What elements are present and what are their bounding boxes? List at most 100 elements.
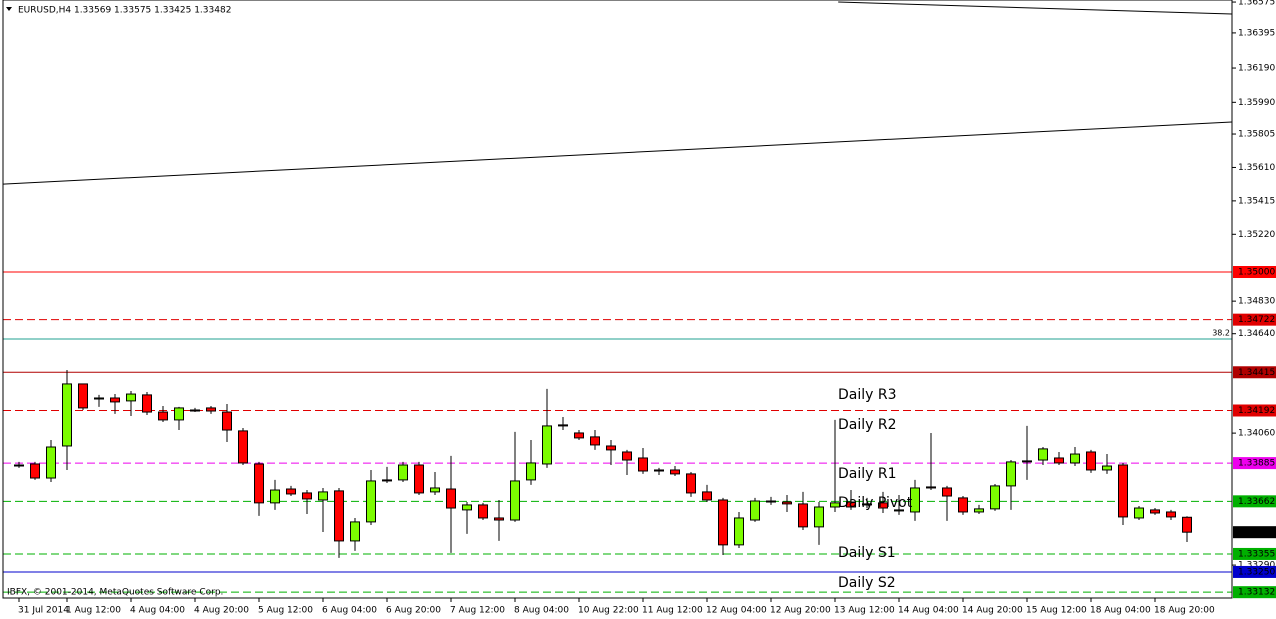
candle-body [990,485,1000,510]
levels [2,1,1232,593]
y-tick-label: 1.34640 [1238,329,1275,339]
candle-body [190,409,200,412]
candle-body [750,500,760,521]
candle-body [110,397,120,403]
x-tick-label: 18 Aug 20:00 [1154,606,1215,616]
y-tick-label: 1.36575 [1238,0,1275,8]
y-tick-label: 1.34830 [1238,297,1275,307]
y-tick-label: 1.36190 [1238,64,1275,74]
candle-body [414,464,424,494]
candle-body [814,506,824,528]
x-tick-label: 12 Aug 04:00 [706,606,767,616]
level-label: 1.34415 [1238,368,1275,378]
candle-body [910,487,920,513]
candle-body [398,464,408,481]
candle-body [862,503,872,506]
candle-body [142,394,152,413]
x-tick-label: 5 Aug 12:00 [258,606,313,616]
candle-body [46,446,56,479]
level-label-box [1233,586,1276,599]
price-label: 1.33482 [1238,528,1275,538]
candle-body [1086,451,1096,471]
level-label: 1.33250 [1238,567,1275,577]
y-tick-label: 1.35990 [1238,98,1275,108]
candle-body [590,436,600,446]
x-tick-label: 7 Aug 12:00 [450,606,505,616]
candle-body [94,397,104,400]
level-label-box [1233,313,1276,326]
candle-body [1134,507,1144,519]
candle-body [718,499,728,546]
footer: IBFX, © 2001-2014, MetaQuotes Software C… [7,588,223,598]
fib-label: 38.2 [1212,329,1230,338]
candle-body [302,492,312,500]
candle-body [286,488,296,495]
y-tick-label: 1.34060 [1238,429,1275,439]
candle-body [462,504,472,511]
level-label: 1.35000 [1238,268,1275,278]
x-tick-label: 12 Aug 20:00 [770,606,831,616]
x-tick-label: 6 Aug 20:00 [386,606,441,616]
x-tick-label: 6 Aug 04:00 [322,606,377,616]
annotation: Daily R2 [838,417,897,433]
plot-frame [2,0,1233,599]
annotation: Daily R1 [838,466,897,482]
annotation: Daily S2 [838,575,896,591]
candle-body [222,411,232,431]
candle-body [574,432,584,439]
candle-body [878,502,888,509]
candle-body [510,480,520,521]
candle-body [894,509,904,512]
candle-body [30,463,40,479]
y-tick-label: 1.35220 [1238,230,1275,240]
candle-body [318,491,328,501]
level-label-box [1233,547,1276,560]
y-tick-label: 1.36395 [1238,28,1275,38]
x-tick-label: 15 Aug 12:00 [1026,606,1087,616]
x-tick-label: 31 Jul 2014 [18,606,69,616]
candle-body [206,407,216,412]
candle-body [62,383,72,447]
menu-icon [6,7,12,11]
candle-body [1006,461,1016,487]
y-tick-label: 1.35610 [1238,163,1275,173]
candle-body [526,462,536,481]
x-tick-label: 4 Aug 04:00 [130,606,185,616]
y-tick-label: 1.35415 [1238,196,1275,206]
candle-body [1070,453,1080,464]
candle-body [14,464,24,467]
x-tick-label: 14 Aug 04:00 [898,606,959,616]
candle-body [958,497,968,513]
candle-body [686,473,696,494]
candle-body [558,424,568,427]
candle-body [478,504,488,519]
trendline [838,1,1232,15]
candle-body [334,490,344,542]
candle-body [430,487,440,493]
candles [14,370,1192,558]
candle-body [830,502,840,508]
candle-body [734,517,744,546]
chart-title: EURUSD,H4 1.33569 1.33575 1.33425 1.3348… [18,6,231,16]
candle-body [174,407,184,421]
candle-body [542,425,552,465]
level-label: 1.34192 [1238,406,1275,416]
candle-body [1038,448,1048,461]
candle-body [974,508,984,513]
level-label-box [1233,565,1276,578]
candle-body [1054,457,1064,464]
candle-body [78,383,88,409]
candle-body [846,501,856,508]
candle-body [638,457,648,472]
candle-body [1182,516,1192,533]
price-label-box [1233,526,1276,539]
candle-body [942,487,952,497]
level-label: 1.33662 [1238,497,1275,507]
x-tick-label: 11 Aug 12:00 [642,606,703,616]
candle-body [270,489,280,504]
candle-body [1118,464,1128,518]
level-label: 1.33885 [1238,459,1275,469]
candle-body [1102,465,1112,471]
candle-body [382,479,392,482]
candle-body [1022,460,1032,463]
